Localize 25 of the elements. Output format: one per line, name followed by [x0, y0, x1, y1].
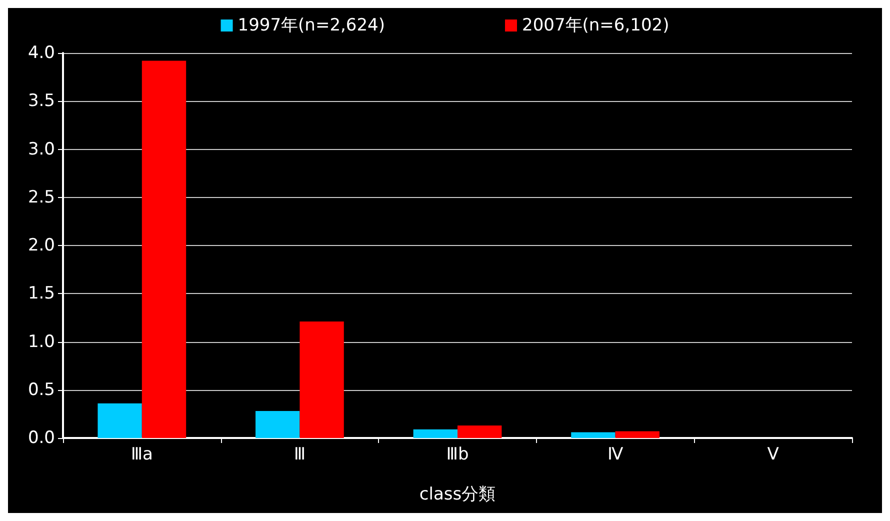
- legend-label: 1997年(n=2,624): [238, 16, 386, 36]
- bar: [571, 432, 616, 438]
- y-tick-label: 0.5: [28, 380, 55, 400]
- x-tick-label: Ⅳ: [607, 444, 624, 464]
- y-tick-label: 1.0: [28, 332, 55, 352]
- bar: [256, 411, 300, 438]
- x-tick-label: Ⅲ: [294, 444, 306, 464]
- bar: [615, 431, 660, 438]
- y-tick-label: 1.5: [28, 284, 55, 304]
- y-tick-label: 3.5: [28, 91, 55, 112]
- y-tick-label: 4.0: [28, 43, 55, 63]
- y-tick-label: 2.5: [28, 187, 55, 208]
- y-tick-label: 0.0: [28, 428, 55, 448]
- bar: [300, 322, 344, 438]
- x-tick-label: Ⅲa: [130, 444, 153, 464]
- legend-label: 2007年(n=6,102): [522, 16, 670, 36]
- x-axis-title: class分類: [419, 484, 496, 504]
- y-tick-label: 2.0: [28, 236, 55, 256]
- bar: [98, 403, 142, 438]
- x-tick-label: Ⅴ: [767, 444, 780, 464]
- bar: [142, 60, 186, 438]
- y-tick-label: 3.0: [28, 139, 55, 160]
- bar: [458, 425, 502, 438]
- x-tick-label: Ⅲb: [446, 444, 469, 464]
- bar: [413, 429, 458, 438]
